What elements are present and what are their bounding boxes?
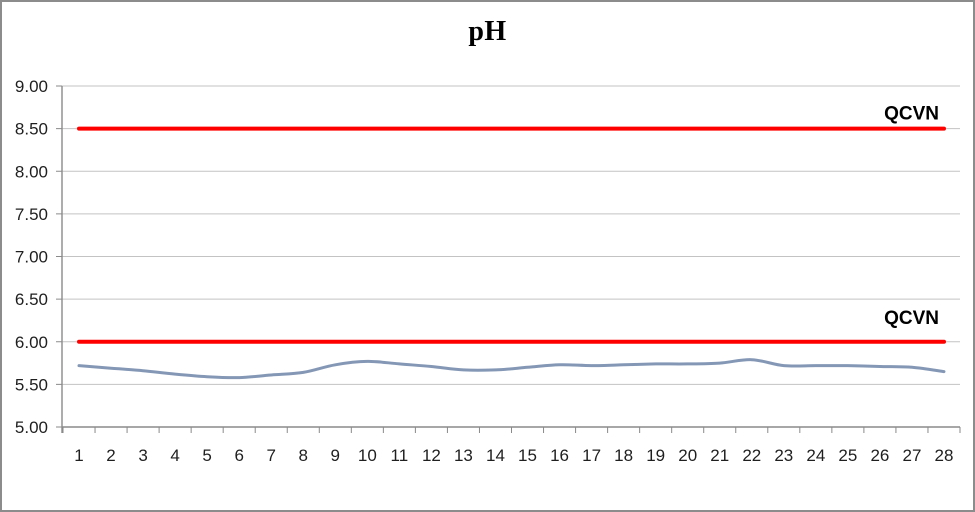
x-tick-label: 14 [486, 446, 505, 465]
y-tick-label: 5.00 [15, 418, 48, 437]
x-tick-label: 23 [774, 446, 793, 465]
x-axis-labels: 1 2 3 4 5 6 7 8 9 10 11 12 13 14 15 16 17 18 19 20 21 22 23 24 2… [74, 446, 953, 465]
y-tick-label: 7.50 [15, 205, 48, 224]
y-tick-label: 5.50 [15, 375, 48, 394]
axis-lines [61, 86, 960, 433]
x-tick-label: 3 [138, 446, 147, 465]
x-tick-label: 24 [806, 446, 825, 465]
chart-title: pH [468, 16, 507, 47]
x-tick-label: 5 [202, 446, 211, 465]
y-tick-label: 9.00 [15, 77, 48, 96]
x-tick-label: 8 [299, 446, 308, 465]
gridlines [62, 85, 960, 385]
x-tick-label: 11 [391, 446, 409, 465]
x-tick-label: 7 [266, 446, 275, 465]
x-tick-label: 4 [170, 446, 179, 465]
y-tick-label: 6.50 [15, 290, 48, 309]
x-tick-label: 6 [234, 446, 243, 465]
x-axis-ticks [62, 427, 961, 433]
y-tick-label: 6.00 [15, 333, 48, 352]
x-tick-label: 12 [422, 446, 441, 465]
x-tick-label: 21 [710, 446, 729, 465]
y-axis-labels: 5.00 5.50 6.00 6.50 7.00 7.50 8.00 8.50 9.00 [15, 77, 48, 437]
x-tick-label: 2 [106, 446, 115, 465]
x-tick-label: 18 [614, 446, 633, 465]
series-line-pH [77, 358, 946, 380]
y-tick-label: 8.00 [15, 162, 48, 181]
x-tick-label: 26 [870, 446, 889, 465]
x-tick-label: 10 [358, 446, 377, 465]
y-axis-ticks [56, 85, 62, 428]
x-tick-label: 13 [454, 446, 473, 465]
x-tick-label: 28 [935, 446, 954, 465]
x-tick-label: 25 [838, 446, 857, 465]
x-tick-label: 1 [74, 446, 83, 465]
x-tick-label: 20 [678, 446, 697, 465]
x-tick-label: 9 [331, 446, 340, 465]
y-tick-label: 7.00 [15, 248, 48, 267]
data-series [77, 358, 946, 380]
limit-line-label: QCVN [884, 308, 939, 329]
x-tick-label: 17 [582, 446, 601, 465]
x-tick-label: 19 [646, 446, 665, 465]
limit-line-label: QCVN [884, 104, 939, 125]
x-tick-label: 15 [518, 446, 537, 465]
limit-lines [77, 126, 946, 344]
y-tick-label: 8.50 [15, 120, 48, 139]
x-tick-label: 22 [742, 446, 761, 465]
limit-line-labels: QCVN QCVN [884, 104, 939, 329]
x-tick-label: 16 [550, 446, 569, 465]
x-tick-label: 27 [903, 446, 922, 465]
